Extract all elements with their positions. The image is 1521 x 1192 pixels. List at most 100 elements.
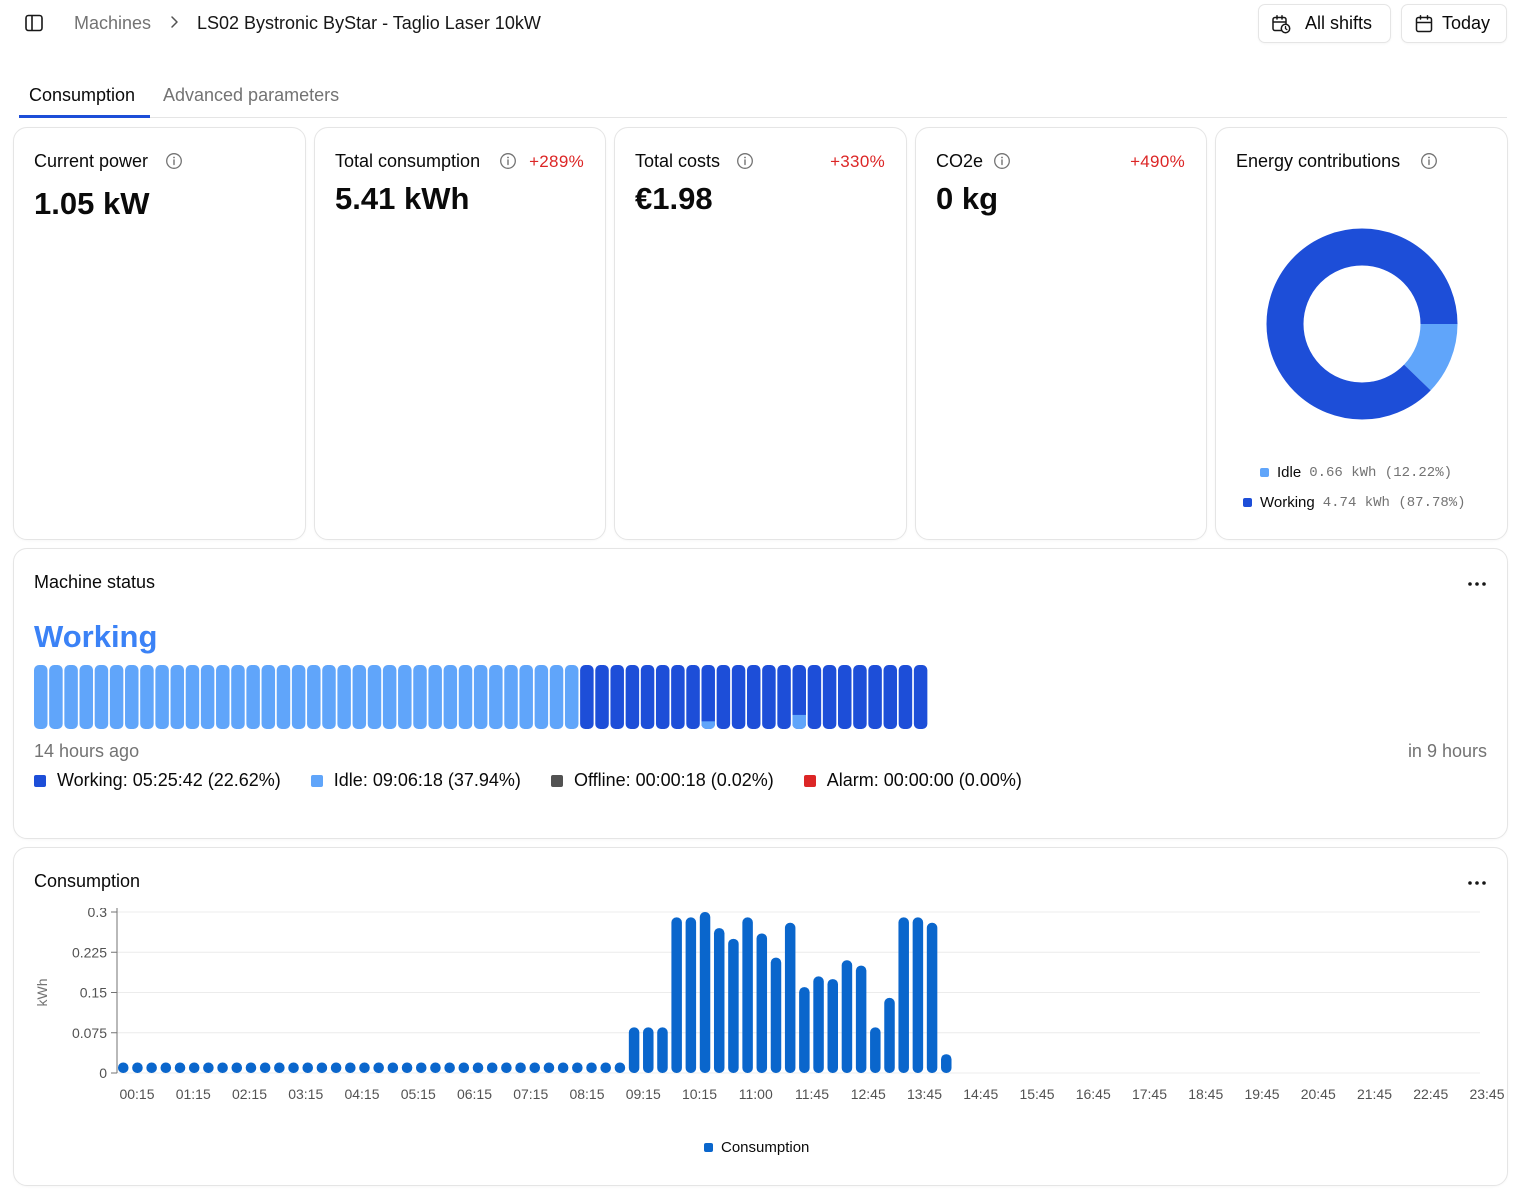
bar[interactable] bbox=[373, 1062, 384, 1074]
tab-consumption[interactable]: Consumption bbox=[29, 85, 136, 105]
bar[interactable] bbox=[345, 1062, 356, 1074]
status-segment[interactable] bbox=[140, 665, 154, 729]
sidebar-toggle-icon[interactable] bbox=[24, 13, 44, 33]
more-options-icon[interactable] bbox=[1466, 879, 1488, 887]
bar[interactable] bbox=[543, 1062, 555, 1074]
status-segment[interactable] bbox=[367, 665, 382, 729]
bar[interactable] bbox=[770, 957, 782, 1073]
bar[interactable] bbox=[756, 933, 768, 1073]
status-segment[interactable] bbox=[853, 665, 867, 729]
status-segment[interactable] bbox=[155, 665, 169, 729]
bar[interactable] bbox=[401, 1062, 413, 1074]
status-segment[interactable] bbox=[473, 665, 488, 729]
bar[interactable] bbox=[316, 1062, 328, 1074]
info-icon[interactable] bbox=[165, 152, 183, 170]
status-segment[interactable] bbox=[913, 665, 928, 729]
status-segment[interactable] bbox=[322, 665, 336, 729]
bar[interactable] bbox=[174, 1062, 186, 1074]
status-segment[interactable] bbox=[185, 665, 200, 729]
bar[interactable] bbox=[217, 1062, 228, 1074]
bar[interactable] bbox=[430, 1062, 441, 1074]
status-segment[interactable] bbox=[610, 665, 624, 729]
bar[interactable] bbox=[841, 960, 853, 1073]
bar[interactable] bbox=[912, 917, 924, 1073]
info-icon[interactable] bbox=[993, 152, 1011, 170]
status-segment[interactable] bbox=[868, 665, 882, 729]
bar[interactable] bbox=[827, 979, 839, 1073]
bar[interactable] bbox=[160, 1062, 172, 1074]
status-segment[interactable] bbox=[625, 665, 640, 729]
bar[interactable] bbox=[231, 1062, 243, 1074]
status-segment[interactable] bbox=[580, 665, 594, 729]
bar[interactable] bbox=[628, 1027, 640, 1073]
bar[interactable] bbox=[586, 1062, 597, 1074]
bar[interactable] bbox=[557, 1062, 569, 1074]
bar[interactable] bbox=[472, 1062, 484, 1074]
bar[interactable] bbox=[515, 1062, 526, 1074]
bar[interactable] bbox=[501, 1062, 512, 1074]
bar[interactable] bbox=[359, 1062, 370, 1074]
status-segment[interactable] bbox=[564, 665, 579, 729]
bar[interactable] bbox=[444, 1062, 455, 1074]
status-segment[interactable] bbox=[109, 665, 124, 729]
bar[interactable] bbox=[259, 1062, 271, 1074]
status-segment[interactable] bbox=[489, 665, 503, 729]
shift-filter-button[interactable]: All shifts bbox=[1258, 4, 1391, 43]
status-segment[interactable] bbox=[246, 665, 260, 729]
bar[interactable] bbox=[529, 1062, 541, 1074]
status-segment[interactable] bbox=[94, 665, 109, 729]
bar[interactable] bbox=[245, 1062, 257, 1074]
info-icon[interactable] bbox=[499, 152, 517, 170]
status-segment[interactable] bbox=[352, 665, 367, 729]
status-segment[interactable] bbox=[443, 665, 458, 729]
bar[interactable] bbox=[898, 917, 909, 1073]
status-segment[interactable] bbox=[519, 665, 533, 729]
bar[interactable] bbox=[884, 997, 895, 1073]
bar[interactable] bbox=[387, 1062, 399, 1074]
status-segment[interactable] bbox=[762, 665, 776, 729]
status-segment[interactable] bbox=[731, 665, 746, 729]
status-segment[interactable] bbox=[792, 665, 807, 729]
bar[interactable] bbox=[274, 1062, 285, 1074]
status-segment[interactable] bbox=[216, 665, 230, 729]
status-segment[interactable] bbox=[231, 665, 245, 729]
status-segment[interactable] bbox=[686, 665, 700, 729]
status-segment[interactable] bbox=[883, 665, 898, 729]
bar[interactable] bbox=[146, 1062, 157, 1074]
status-segment[interactable] bbox=[640, 665, 655, 729]
status-segment[interactable] bbox=[79, 665, 94, 729]
status-segment[interactable] bbox=[125, 665, 139, 729]
status-segment[interactable] bbox=[807, 665, 822, 729]
bar[interactable] bbox=[188, 1062, 200, 1074]
status-segment[interactable] bbox=[595, 665, 609, 729]
status-segment[interactable] bbox=[34, 665, 48, 729]
info-icon[interactable] bbox=[1420, 152, 1438, 170]
date-range-button[interactable]: Today bbox=[1401, 4, 1507, 43]
bar[interactable] bbox=[685, 917, 697, 1073]
bar[interactable] bbox=[855, 965, 867, 1073]
status-segment[interactable] bbox=[398, 665, 412, 729]
status-segment[interactable] bbox=[777, 665, 791, 729]
status-segment[interactable] bbox=[671, 665, 685, 729]
status-segment[interactable] bbox=[838, 665, 852, 729]
status-segment[interactable] bbox=[458, 665, 473, 729]
status-segment[interactable] bbox=[276, 665, 291, 729]
bar[interactable] bbox=[926, 922, 938, 1073]
bar[interactable] bbox=[458, 1062, 470, 1074]
bar[interactable] bbox=[572, 1062, 583, 1074]
bar[interactable] bbox=[799, 987, 810, 1073]
bar[interactable] bbox=[784, 922, 796, 1073]
bar[interactable] bbox=[699, 912, 711, 1073]
bar[interactable] bbox=[742, 917, 753, 1073]
bar[interactable] bbox=[813, 976, 824, 1073]
bar[interactable] bbox=[870, 1027, 881, 1073]
status-segment[interactable] bbox=[716, 665, 731, 729]
bar[interactable] bbox=[132, 1062, 143, 1074]
bar[interactable] bbox=[203, 1062, 214, 1074]
bar[interactable] bbox=[415, 1062, 427, 1074]
bar[interactable] bbox=[728, 938, 739, 1073]
bar[interactable] bbox=[614, 1062, 626, 1074]
status-segment[interactable] bbox=[64, 665, 78, 729]
status-segment[interactable] bbox=[701, 665, 715, 729]
bar[interactable] bbox=[643, 1027, 654, 1073]
